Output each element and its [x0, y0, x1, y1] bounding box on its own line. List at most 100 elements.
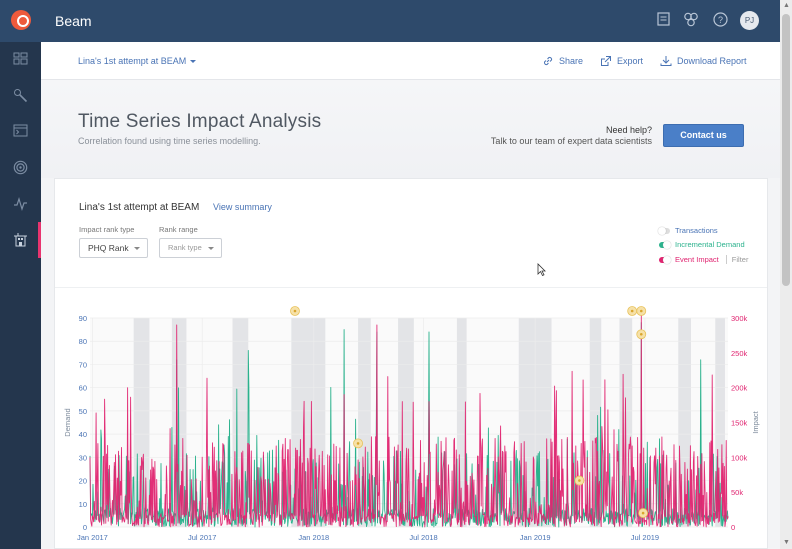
x-tick-label: Jul 2017	[188, 533, 216, 542]
legend-transactions[interactable]: Transactions	[658, 226, 718, 235]
target-icon	[13, 160, 28, 175]
svg-text:?: ?	[717, 15, 722, 25]
console-icon	[13, 124, 28, 137]
y-tick-label: 30	[79, 453, 87, 462]
download-report-button[interactable]: Download Report	[660, 55, 747, 67]
card-title: Lina's 1st attempt at BEAM	[79, 202, 200, 213]
y2-tick-label: 200k	[731, 384, 748, 393]
event-marker-dot	[630, 309, 634, 313]
chevron-down-icon	[190, 60, 197, 64]
y2-tick-label: 100k	[731, 453, 748, 462]
contact-us-button[interactable]: Contact us	[663, 124, 744, 147]
y-tick-label: 20	[79, 477, 87, 486]
sidebar-item-dashboard[interactable]	[0, 42, 41, 78]
y-tick-label: 10	[79, 500, 87, 509]
event-marker-dot	[356, 442, 360, 445]
shaded-period	[715, 318, 725, 527]
y-tick-label: 90	[79, 314, 87, 323]
chevron-down-icon	[208, 247, 214, 250]
mouse-cursor-icon	[537, 263, 546, 281]
page-scrollbar[interactable]: ▲ ▼	[780, 0, 792, 549]
legend-incremental-demand[interactable]: Incremental Demand	[659, 240, 745, 249]
link-icon	[543, 56, 553, 66]
event-marker-dot	[639, 309, 643, 313]
project-selector[interactable]: Lina's 1st attempt at BEAM	[78, 56, 197, 66]
card-divider	[55, 287, 767, 288]
filter-link[interactable]: Filter	[725, 255, 748, 264]
legend-label-event-impact: Event Impact	[675, 255, 719, 264]
document-icon[interactable]	[655, 12, 671, 28]
y2-tick-label: 150k	[731, 419, 748, 428]
download-report-label: Download Report	[677, 56, 747, 66]
building-icon	[14, 233, 27, 247]
legend-label-transactions: Transactions	[675, 226, 718, 235]
intro-section: Time Series Impact Analysis Correlation …	[41, 80, 780, 178]
top-bar: Beam ? PJ	[0, 0, 780, 42]
x-tick-label: Jan 2017	[77, 533, 108, 542]
y2-axis-label: Impact	[751, 410, 760, 433]
y-tick-label: 40	[79, 430, 87, 439]
event-marker-dot	[293, 309, 297, 313]
share-button[interactable]: Share	[542, 55, 583, 67]
y2-tick-label: 0	[731, 523, 735, 532]
y-tick-label: 0	[83, 523, 87, 532]
x-tick-label: Jan 2018	[298, 533, 329, 542]
help-icon[interactable]: ?	[712, 12, 728, 28]
project-name: Lina's 1st attempt at BEAM	[78, 56, 187, 66]
rank-range-label: Rank range	[159, 225, 198, 234]
export-button[interactable]: Export	[600, 55, 643, 67]
rank-range-select[interactable]: Rank type	[159, 238, 222, 258]
event-marker-dot	[639, 332, 643, 336]
app-logo-icon[interactable]	[11, 10, 31, 30]
scroll-down-icon[interactable]: ▼	[783, 539, 790, 546]
page-subtitle: Correlation found using time series mode…	[78, 136, 261, 146]
scroll-up-icon[interactable]: ▲	[783, 2, 790, 9]
sidebar-item-console[interactable]	[0, 114, 41, 150]
pulse-icon	[14, 197, 27, 211]
sidebar-item-beam[interactable]	[0, 222, 41, 258]
help-title: Need help?	[605, 125, 652, 135]
app-title: Beam	[55, 13, 92, 29]
y-tick-label: 80	[79, 337, 87, 346]
sidebar-item-target[interactable]	[0, 150, 41, 186]
y-axis-label: Demand	[63, 408, 72, 436]
legend-label-incremental-demand: Incremental Demand	[675, 240, 745, 249]
chevron-down-icon	[134, 247, 140, 250]
toggle-transactions[interactable]	[658, 226, 670, 235]
toggle-incremental-demand[interactable]	[659, 240, 671, 249]
project-header: Lina's 1st attempt at BEAM Share Export …	[41, 42, 780, 80]
help-text: Talk to our team of expert data scientis…	[490, 136, 652, 146]
legend-event-impact[interactable]: Event Impact Filter	[659, 255, 748, 264]
page-title: Time Series Impact Analysis	[78, 111, 322, 132]
series-line-event-impact	[89, 314, 729, 528]
tools-icon	[14, 89, 28, 103]
impact-rank-type-value: PHQ Rank	[88, 243, 129, 253]
share-label: Share	[559, 56, 584, 66]
y2-tick-label: 250k	[731, 349, 748, 358]
x-tick-label: Jul 2019	[631, 533, 659, 542]
y-tick-label: 70	[79, 360, 87, 369]
impact-rank-type-label: Impact rank type	[79, 225, 135, 234]
event-marker-dot	[578, 479, 581, 482]
avatar[interactable]: PJ	[740, 11, 759, 30]
shaded-period	[456, 318, 467, 527]
toggle-event-impact[interactable]	[659, 255, 671, 264]
y-tick-label: 50	[79, 407, 87, 416]
event-marker-dot	[641, 511, 645, 515]
export-icon	[601, 56, 611, 66]
view-summary-link[interactable]: View summary	[213, 202, 272, 212]
y-tick-label: 60	[79, 384, 87, 393]
scroll-thumb[interactable]	[782, 14, 790, 286]
shaded-period	[589, 318, 602, 527]
sidebar-item-tools[interactable]	[0, 78, 41, 114]
export-label: Export	[617, 56, 644, 66]
dashboard-icon	[13, 52, 28, 65]
y2-tick-label: 50k	[731, 488, 743, 497]
rank-range-placeholder: Rank type	[168, 243, 202, 252]
x-tick-label: Jan 2019	[520, 533, 551, 542]
impact-rank-type-select[interactable]: PHQ Rank	[79, 238, 148, 258]
x-tick-label: Jul 2018	[409, 533, 437, 542]
integrations-icon[interactable]	[683, 12, 699, 28]
sidebar-item-pulse[interactable]	[0, 186, 41, 222]
